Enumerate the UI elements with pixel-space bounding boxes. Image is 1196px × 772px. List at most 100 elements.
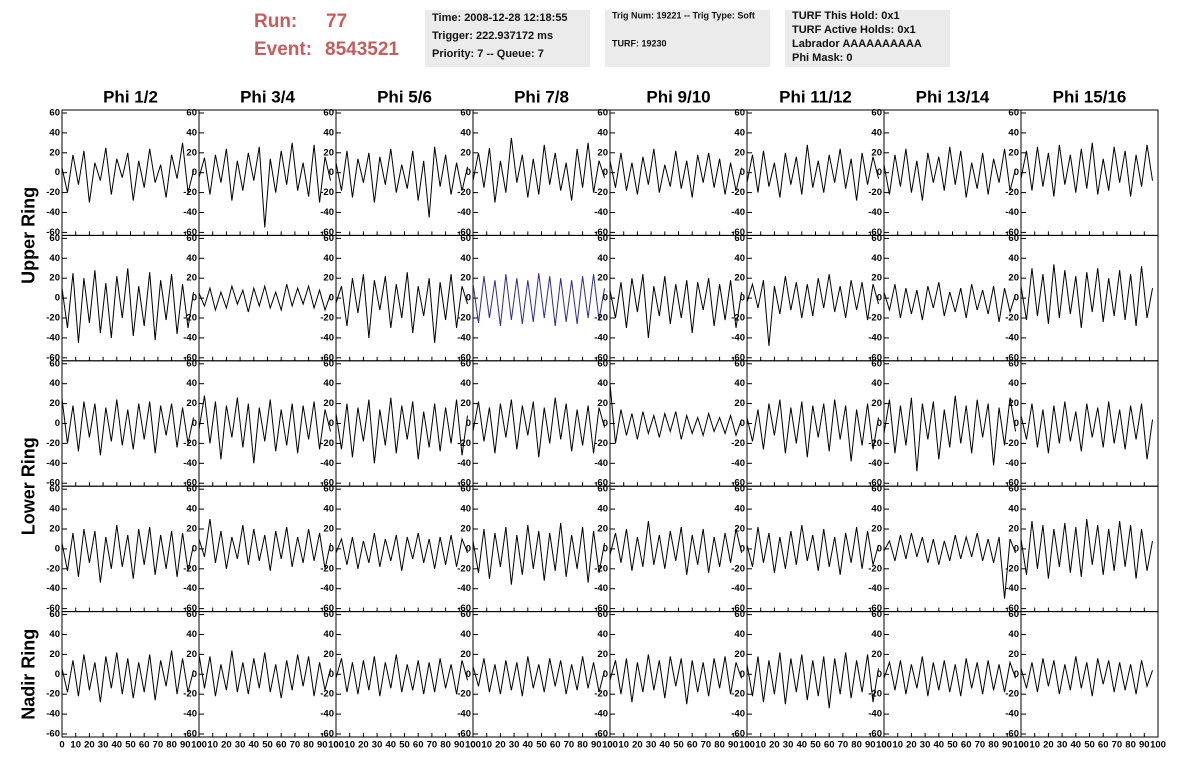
y-tick-label: -40 (868, 583, 882, 594)
y-tick-label: 20 (597, 524, 608, 535)
x-tick-label: 90 (1002, 740, 1013, 751)
y-tick-label: 60 (460, 108, 471, 119)
y-tick-label: -40 (594, 332, 608, 343)
y-tick-label: -20 (1005, 313, 1019, 324)
y-tick-label: -40 (457, 458, 471, 469)
x-tick-label: 50 (1084, 740, 1095, 751)
x-tick-label: 30 (235, 740, 246, 751)
panel-frame (883, 611, 1022, 738)
y-tick-label: 40 (323, 127, 334, 138)
y-tick-label: 60 (460, 358, 471, 369)
y-tick-label: -40 (183, 207, 197, 218)
x-tick-label: 50 (262, 740, 273, 751)
y-tick-label: -60 (46, 227, 60, 238)
y-tick-label: -20 (46, 563, 60, 574)
y-tick-label: 40 (734, 378, 745, 389)
x-tick-label: 40 (797, 740, 808, 751)
waveform (472, 273, 606, 327)
x-tick-label: 80 (440, 740, 451, 751)
y-tick-label: -20 (1005, 187, 1019, 198)
y-tick-label: 0 (877, 669, 882, 680)
x-tick-label: 60 (550, 740, 561, 751)
y-tick-label: -60 (457, 603, 471, 614)
y-tick-label: -40 (183, 458, 197, 469)
y-tick-label: -40 (320, 458, 334, 469)
y-tick-label: -40 (594, 583, 608, 594)
y-tick-label: 60 (186, 609, 197, 620)
x-tick-label: 50 (125, 740, 136, 751)
x-tick-label: 80 (851, 740, 862, 751)
y-tick-label: -40 (183, 332, 197, 343)
x-tick-label: 90 (180, 740, 191, 751)
y-tick-label: 40 (323, 378, 334, 389)
y-tick-label: -60 (1005, 729, 1019, 740)
x-tick-label: 20 (84, 740, 95, 751)
y-tick-label: -20 (183, 689, 197, 700)
y-tick-label: -40 (868, 458, 882, 469)
x-tick-label: 20 (1043, 740, 1054, 751)
column-label: Phi 15/16 (1053, 87, 1127, 106)
y-tick-label: 40 (597, 127, 608, 138)
y-tick-label: -20 (868, 563, 882, 574)
y-tick-label: 60 (323, 358, 334, 369)
y-tick-label: 20 (871, 649, 882, 660)
y-tick-label: -60 (457, 478, 471, 489)
panel-frame (61, 360, 200, 487)
y-tick-label: -60 (1005, 352, 1019, 363)
y-tick-label: 20 (871, 524, 882, 535)
y-tick-label: 0 (603, 669, 608, 680)
y-tick-label: -60 (183, 352, 197, 363)
y-tick-label: 60 (49, 358, 60, 369)
y-tick-label: 60 (186, 358, 197, 369)
y-tick-label: -20 (457, 563, 471, 574)
y-tick-label: 60 (871, 233, 882, 244)
y-tick-label: -40 (457, 709, 471, 720)
x-tick-label: 70 (427, 740, 438, 751)
y-tick-label: -20 (320, 563, 334, 574)
y-tick-label: -60 (46, 603, 60, 614)
x-tick-label: 50 (399, 740, 410, 751)
ring-label: Nadir Ring (19, 629, 39, 720)
y-tick-label: -20 (320, 187, 334, 198)
x-tick-label: 90 (317, 740, 328, 751)
x-tick-label: 70 (290, 740, 301, 751)
y-tick-label: 0 (603, 293, 608, 304)
y-tick-label: -20 (320, 689, 334, 700)
panel-frame (472, 611, 611, 738)
waveform (883, 395, 1017, 472)
x-tick-label: 20 (358, 740, 369, 751)
x-tick-label: 60 (961, 740, 972, 751)
x-tick-label: 90 (591, 740, 602, 751)
y-tick-label: 20 (323, 147, 334, 158)
panel-frame (1020, 485, 1159, 613)
y-tick-label: 0 (877, 543, 882, 554)
x-tick-label: 30 (372, 740, 383, 751)
y-tick-label: -40 (320, 709, 334, 720)
x-tick-label: 60 (413, 740, 424, 751)
y-tick-label: 0 (192, 418, 197, 429)
y-tick-label: 20 (323, 398, 334, 409)
y-tick-label: -60 (731, 478, 745, 489)
panel-frame (198, 109, 337, 236)
y-tick-label: 60 (734, 108, 745, 119)
y-tick-label: 40 (1008, 378, 1019, 389)
y-tick-label: 60 (323, 609, 334, 620)
y-tick-label: 60 (597, 233, 608, 244)
y-tick-label: -40 (320, 332, 334, 343)
y-tick-label: -40 (457, 583, 471, 594)
y-tick-label: 0 (603, 543, 608, 554)
y-tick-label: -20 (594, 313, 608, 324)
y-tick-label: 60 (49, 609, 60, 620)
y-tick-label: 40 (871, 378, 882, 389)
y-tick-label: 60 (460, 233, 471, 244)
x-tick-label: 60 (1098, 740, 1109, 751)
x-tick-label: 40 (523, 740, 534, 751)
waveform (61, 268, 195, 343)
y-tick-label: -20 (731, 438, 745, 449)
y-tick-label: -20 (183, 187, 197, 198)
info-text: Trigger: 222.937172 ms (432, 30, 553, 42)
x-tick-label: 20 (632, 740, 643, 751)
y-tick-label: 40 (871, 127, 882, 138)
y-tick-label: 0 (192, 293, 197, 304)
